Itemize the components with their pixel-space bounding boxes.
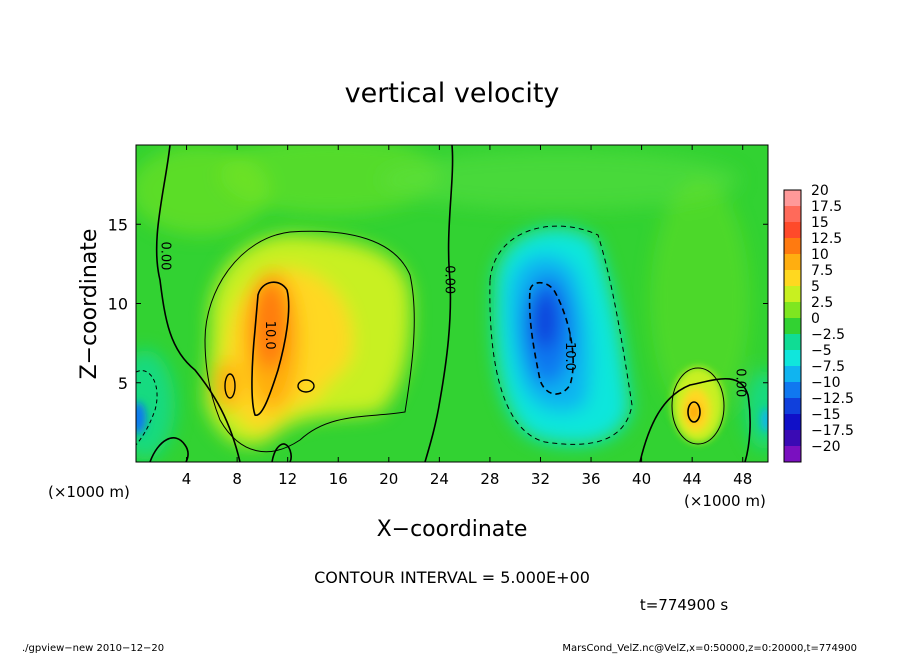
contour-label: 0.00 [442, 265, 457, 294]
colorbar-swatch [784, 254, 801, 271]
colorbar-swatch [784, 270, 801, 287]
contour-label: 0.00 [732, 368, 747, 397]
x-tick-label: 40 [632, 470, 651, 488]
colorbar-label: −17.5 [811, 423, 854, 439]
contour-minus5-left [136, 370, 158, 446]
contour-labels: 0.00 10.0 0.00 −10.0 0.00 [157, 241, 747, 397]
colorbar-label: −5 [811, 343, 832, 359]
x-tick-label: 36 [581, 470, 600, 488]
colorbar-label: 15 [811, 215, 829, 231]
y-axis: 5 10 15 [108, 215, 768, 393]
footer-right: MarsCond_VelZ.nc@VelZ,x=0:50000,z=0:2000… [562, 643, 857, 654]
x-tick-label: 32 [531, 470, 550, 488]
colorbar-label: −12.5 [811, 391, 854, 407]
zero-contour-left [155, 145, 241, 462]
colorbar-label: −7.5 [811, 359, 845, 375]
contour-label: 10.0 [262, 321, 277, 350]
colorbar-swatch [784, 318, 801, 335]
colorbar-swatch [784, 430, 801, 447]
y-tick-label: 15 [108, 215, 128, 234]
colorbar-label: 17.5 [811, 199, 842, 215]
colorbar: 2017.51512.5107.552.50−2.5−5−7.5−10−12.5… [783, 183, 854, 463]
x-tick-label: 48 [733, 470, 752, 488]
colorbar-swatch [784, 382, 801, 399]
y-tick-label: 10 [108, 295, 128, 314]
colorbar-swatch [784, 190, 801, 207]
colorbar-label: −10 [811, 375, 841, 391]
colorbar-swatch [784, 286, 801, 303]
contour-5-right [671, 367, 725, 445]
colorbar-swatch [784, 206, 801, 223]
colorbar-swatch [784, 222, 801, 239]
colorbar-label: −20 [811, 439, 841, 455]
x-unit-left: (×1000 m) [48, 483, 130, 501]
x-tick-label: 16 [329, 470, 348, 488]
contour-5-small-a [224, 373, 236, 399]
contour-lines [136, 145, 751, 462]
colorbar-label: −2.5 [811, 327, 845, 343]
colorbar-label: 5 [811, 279, 820, 295]
colorbar-swatch [784, 302, 801, 319]
colorbar-swatch [784, 398, 801, 415]
plot-area: 0.00 10.0 0.00 −10.0 0.00 [136, 145, 768, 462]
contour-label: −10.0 [562, 331, 577, 371]
chart-title: vertical velocity [345, 78, 560, 109]
colorbar-label: −15 [811, 407, 841, 423]
zero-contour-mid [424, 145, 454, 462]
x-unit-right: (×1000 m) [684, 492, 766, 510]
x-tick-label: 20 [379, 470, 398, 488]
zero-contour-bottom-a [149, 437, 189, 462]
x-tick-label: 28 [480, 470, 499, 488]
x-tick-label: 24 [430, 470, 449, 488]
contour-label: 0.00 [157, 241, 172, 270]
contour-10-right [687, 401, 701, 423]
field-soft-layer [136, 145, 768, 460]
x-axis-title: X−coordinate [377, 517, 528, 542]
colorbar-swatch [784, 366, 801, 383]
colorbar-label: 7.5 [811, 263, 833, 279]
zero-contour-bottom-b [271, 443, 292, 462]
positive-updraft [205, 234, 412, 446]
colorbar-label: 12.5 [811, 231, 842, 247]
contour-interval-note: CONTOUR INTERVAL = 5.000E+00 [314, 568, 590, 587]
y-tick-label: 5 [118, 374, 128, 393]
colorbar-label: 10 [811, 247, 829, 263]
x-tick-label: 12 [278, 470, 297, 488]
colorbar-swatch [784, 350, 801, 367]
x-tick-label: 4 [182, 470, 192, 488]
colorbar-swatch [784, 414, 801, 431]
colorbar-label: 0 [811, 311, 820, 327]
colorbar-swatch [784, 334, 801, 351]
colorbar-label: 2.5 [811, 295, 833, 311]
contour-10-positive [251, 281, 290, 416]
colorbar-swatch [784, 446, 801, 463]
zero-contour-right [639, 378, 751, 462]
left-edge-minimum [136, 402, 768, 434]
footer-left: ./gpview−new 2010−12−20 [22, 643, 164, 654]
contour-minus5 [489, 225, 633, 445]
contour-5-positive [204, 230, 415, 453]
contour-5-small-b [297, 379, 315, 393]
colorbar-frame [783, 189, 802, 463]
x-tick-label: 44 [683, 470, 702, 488]
contour-minus10 [528, 281, 574, 395]
y-axis-title: Z−coordinate [77, 229, 102, 380]
x-tick-label: 8 [232, 470, 242, 488]
colorbar-label: 20 [811, 183, 829, 199]
x-axis: 4 8 12 16 20 24 28 32 36 40 44 48 [182, 145, 752, 488]
colorbar-swatch [784, 238, 801, 255]
time-label: t=774900 s [640, 596, 728, 614]
